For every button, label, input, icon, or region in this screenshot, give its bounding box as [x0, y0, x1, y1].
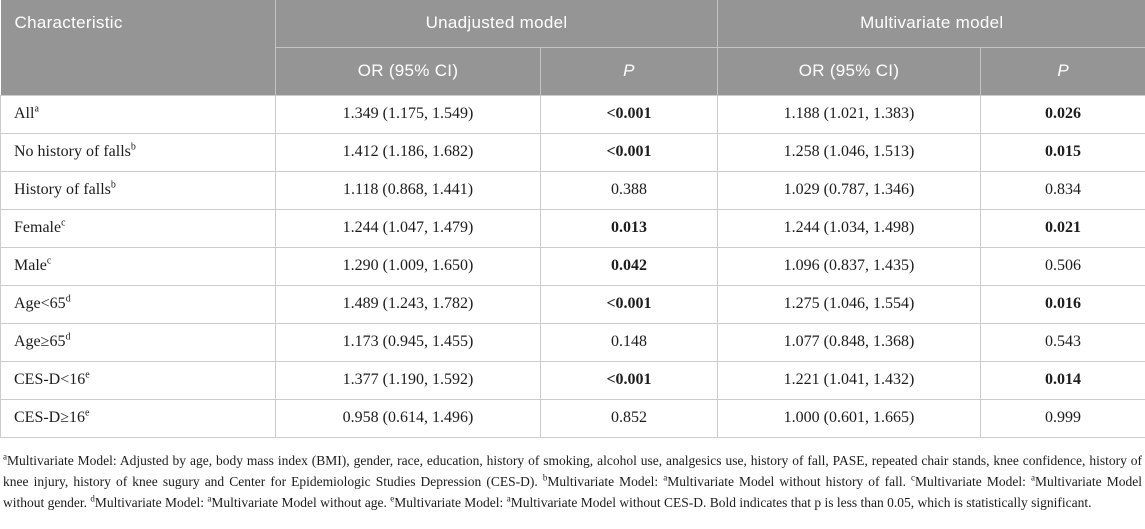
table-row: Malec 1.290 (1.009, 1.650) 0.042 1.096 (0.8… — [0, 246, 1145, 286]
multivariate-or-cell: 1.188 (1.021, 1.383) — [717, 94, 981, 134]
unadjusted-p-cell: 0.148 — [540, 322, 718, 362]
row-label-superscript: c — [46, 255, 52, 267]
header-unadjusted-model: Unadjusted model — [275, 0, 718, 47]
unadjusted-p-cell: 0.013 — [540, 208, 718, 248]
unadjusted-or-cell: 0.958 (0.614, 1.496) — [275, 398, 541, 438]
header-multivariate-model: Multivariate model — [717, 0, 1145, 47]
row-label-superscript: d — [65, 293, 71, 305]
unadjusted-or-cell: 1.173 (0.945, 1.455) — [275, 322, 541, 362]
footnote-superscript: e — [390, 493, 395, 503]
footnote-superscript: a — [3, 451, 7, 461]
footnotes-text: aMultivariate Model: Adjusted by age, bo… — [3, 451, 1142, 510]
row-label: Age<65d — [0, 284, 276, 324]
row-label: Age≥65d — [0, 322, 276, 362]
header-unadjusted-or: OR (95% CI) — [275, 46, 541, 95]
multivariate-p-cell: 0.015 — [980, 132, 1145, 172]
row-label: CES-D<16e — [0, 360, 276, 400]
unadjusted-or-cell: 1.489 (1.243, 1.782) — [275, 284, 541, 324]
row-label: CES-D≥16e — [0, 398, 276, 438]
header-multivariate-p: P — [980, 46, 1145, 95]
row-label-superscript: d — [65, 331, 71, 343]
unadjusted-p-cell: <0.001 — [540, 284, 718, 324]
footnote-superscript: b — [542, 472, 548, 482]
footnote-superscript: c — [911, 472, 916, 482]
table-row: CES-D≥16e 0.958 (0.614, 1.496) 0.852 1.000 … — [0, 398, 1145, 438]
header-group-row: Characteristic Unadjusted model Multivar… — [0, 0, 1145, 95]
row-label-superscript: b — [110, 179, 116, 191]
header-multivariate-or: OR (95% CI) — [717, 46, 981, 95]
footnote-superscript: a — [207, 493, 212, 503]
multivariate-or-cell: 1.275 (1.046, 1.554) — [717, 284, 981, 324]
row-label: Femalec — [0, 208, 276, 248]
multivariate-p-cell: 0.014 — [980, 360, 1145, 400]
header-unadjusted-p: P — [540, 46, 718, 95]
multivariate-or-cell: 1.000 (0.601, 1.665) — [717, 398, 981, 438]
unadjusted-p-cell: 0.388 — [540, 170, 718, 210]
table-row: History of fallsb 1.118 (0.868, 1.441) 0.3… — [0, 170, 1145, 210]
unadjusted-or-cell: 1.349 (1.175, 1.549) — [275, 94, 541, 134]
unadjusted-or-cell: 1.412 (1.186, 1.682) — [275, 132, 541, 172]
multivariate-p-cell: 0.543 — [980, 322, 1145, 362]
row-label: Malec — [0, 246, 276, 286]
multivariate-p-cell: 0.506 — [980, 246, 1145, 286]
unadjusted-p-cell: <0.001 — [540, 360, 718, 400]
table-row: Age<65d 1.489 (1.243, 1.782) <0.001 1.275 (… — [0, 284, 1145, 324]
row-label-superscript: b — [130, 141, 136, 153]
footnote-superscript: a — [506, 493, 511, 503]
multivariate-or-cell: 1.096 (0.837, 1.435) — [717, 246, 981, 286]
footnote-superscript: d — [90, 493, 95, 503]
footnote-superscript: a — [663, 472, 668, 482]
unadjusted-or-cell: 1.377 (1.190, 1.592) — [275, 360, 541, 400]
table-row: CES-D<16e 1.377 (1.190, 1.592) <0.001 1.221… — [0, 360, 1145, 400]
unadjusted-p-cell: 0.852 — [540, 398, 718, 438]
multivariate-p-cell: 0.026 — [980, 94, 1145, 134]
unadjusted-p-cell: <0.001 — [540, 132, 718, 172]
multivariate-p-cell: 0.016 — [980, 284, 1145, 324]
table-row: Alla 1.349 (1.175, 1.549) <0.001 1.188 (1.0… — [0, 94, 1145, 134]
footnote-superscript: a — [1030, 472, 1035, 482]
table-body: Alla 1.349 (1.175, 1.549) <0.001 1.188 (1.0… — [0, 94, 1145, 438]
multivariate-or-cell: 1.077 (0.848, 1.368) — [717, 322, 981, 362]
header-sub-row: OR (95% CI) P OR (95% CI) P — [1, 46, 1145, 95]
unadjusted-or-cell: 1.244 (1.047, 1.479) — [275, 208, 541, 248]
unadjusted-p-cell: <0.001 — [540, 94, 718, 134]
header-characteristic: Characteristic — [0, 0, 276, 95]
multivariate-or-cell: 1.221 (1.041, 1.432) — [717, 360, 981, 400]
unadjusted-p-cell: 0.042 — [540, 246, 718, 286]
table-row: No history of fallsb 1.412 (1.186, 1.682)… — [0, 132, 1145, 172]
row-label-superscript: e — [85, 407, 90, 419]
multivariate-p-cell: 0.834 — [980, 170, 1145, 210]
multivariate-or-cell: 1.258 (1.046, 1.513) — [717, 132, 981, 172]
unadjusted-or-cell: 1.290 (1.009, 1.650) — [275, 246, 541, 286]
row-label-superscript: a — [34, 103, 39, 115]
table-header: Characteristic Unadjusted model Multivar… — [0, 0, 1145, 95]
multivariate-or-cell: 1.029 (0.787, 1.346) — [717, 170, 981, 210]
multivariate-or-cell: 1.244 (1.034, 1.498) — [717, 208, 981, 248]
table-row: Femalec 1.244 (1.047, 1.479) 0.013 1.244 (1… — [0, 208, 1145, 248]
row-label: History of fallsb — [0, 170, 276, 210]
row-label-superscript: e — [85, 369, 90, 381]
unadjusted-or-cell: 1.118 (0.868, 1.441) — [275, 170, 541, 210]
results-table: Characteristic Unadjusted model Multivar… — [0, 0, 1145, 438]
row-label: Alla — [0, 94, 276, 134]
multivariate-p-cell: 0.999 — [980, 398, 1145, 438]
table-row: Age≥65d 1.173 (0.945, 1.455) 0.148 1.077 (0… — [0, 322, 1145, 362]
row-label-superscript: c — [61, 217, 66, 229]
multivariate-p-cell: 0.021 — [980, 208, 1145, 248]
row-label: No history of fallsb — [0, 132, 276, 172]
